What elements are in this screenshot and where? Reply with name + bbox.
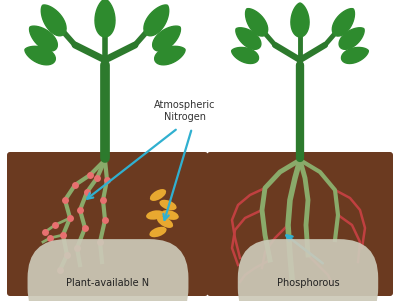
Polygon shape — [332, 9, 354, 36]
Polygon shape — [236, 28, 261, 49]
FancyBboxPatch shape — [7, 152, 208, 296]
Polygon shape — [153, 26, 180, 51]
FancyBboxPatch shape — [207, 152, 393, 296]
Ellipse shape — [150, 189, 166, 201]
Ellipse shape — [161, 210, 179, 220]
Polygon shape — [246, 9, 268, 36]
Polygon shape — [25, 46, 55, 65]
Ellipse shape — [157, 216, 173, 228]
Text: Plant-available N: Plant-available N — [66, 278, 150, 288]
Polygon shape — [30, 26, 57, 51]
Polygon shape — [291, 3, 309, 37]
Polygon shape — [95, 0, 115, 37]
Ellipse shape — [146, 210, 164, 220]
Polygon shape — [342, 48, 368, 64]
Text: Phosphorous: Phosphorous — [277, 278, 339, 288]
Polygon shape — [41, 5, 66, 36]
Polygon shape — [339, 28, 364, 49]
Polygon shape — [155, 46, 185, 65]
Ellipse shape — [160, 200, 176, 210]
Polygon shape — [144, 5, 169, 36]
Polygon shape — [232, 48, 258, 64]
Ellipse shape — [150, 227, 166, 237]
Text: Atmospheric
Nitrogen: Atmospheric Nitrogen — [154, 100, 216, 123]
